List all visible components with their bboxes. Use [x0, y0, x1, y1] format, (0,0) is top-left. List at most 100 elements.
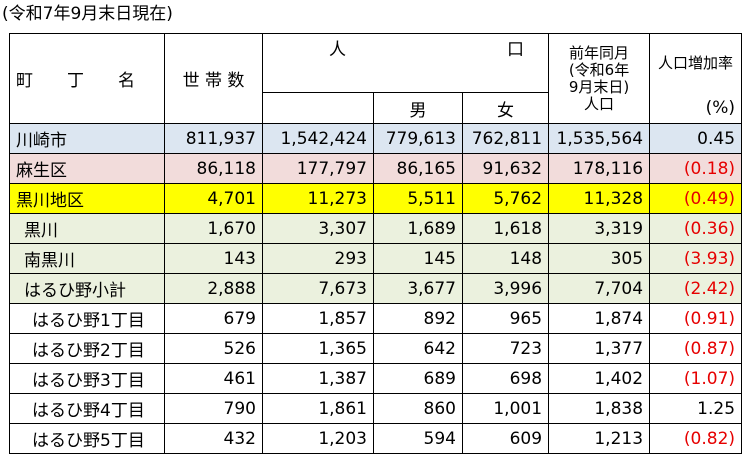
- table-body: 川崎市 811,937 1,542,424 779,613 762,811 1,535,5…: [9, 123, 743, 454]
- total-cell: 1,861: [262, 393, 374, 424]
- total-cell: 7,673: [262, 273, 374, 304]
- table-row: はるひ野1丁目 679 1,857 892 965 1,874 (0.91): [9, 303, 743, 334]
- male-cell: 689: [373, 363, 463, 394]
- prev-cell: 11,328: [548, 183, 651, 214]
- growth-rate-cell: (0.49): [649, 183, 743, 214]
- growth-rate-cell: (0.91): [649, 303, 743, 334]
- male-cell: 1,689: [373, 213, 463, 244]
- male-cell: 642: [373, 333, 463, 364]
- female-cell: 91,632: [461, 153, 550, 184]
- town-name-cell: はるひ野小計: [9, 273, 165, 304]
- town-name-cell: 麻生区: [9, 153, 165, 184]
- header-male: 男: [373, 92, 463, 124]
- female-cell: 723: [461, 333, 550, 364]
- town-name-cell: 黒川地区: [9, 183, 165, 214]
- households-cell: 4,701: [164, 183, 263, 214]
- table-row: 南黒川 143 293 145 148 305 (3.93): [9, 243, 743, 274]
- households-cell: 432: [164, 423, 263, 454]
- male-cell: 3,677: [373, 273, 463, 304]
- town-name-cell: はるひ野5丁目: [9, 423, 165, 454]
- header-town-name: 町 丁 名: [9, 33, 165, 124]
- female-cell: 1,001: [461, 393, 550, 424]
- town-name-cell: はるひ野2丁目: [9, 333, 165, 364]
- total-cell: 11,273: [262, 183, 374, 214]
- male-cell: 594: [373, 423, 463, 454]
- town-name-cell: 黒川: [9, 213, 165, 244]
- prev-cell: 1,402: [548, 363, 651, 394]
- table-row: 麻生区 86,118 177,797 86,165 91,632 178,116 (0.18…: [9, 153, 743, 184]
- table-caption: (令和7年9月末日現在): [2, 4, 173, 24]
- female-cell: 3,996: [461, 273, 550, 304]
- male-cell: 892: [373, 303, 463, 334]
- header-female: 女: [461, 92, 550, 124]
- growth-rate-cell: (0.87): [649, 333, 743, 364]
- growth-rate-cell: (2.42): [649, 273, 743, 304]
- header-population-spacer: [261, 60, 550, 93]
- prev-cell: 1,874: [548, 303, 651, 334]
- households-cell: 526: [164, 333, 263, 364]
- total-cell: 1,542,424: [262, 123, 374, 154]
- female-cell: 1,618: [461, 213, 550, 244]
- households-cell: 143: [164, 243, 263, 274]
- header-growth-rate: 人口増加率: [649, 33, 743, 93]
- growth-rate-cell: (0.82): [649, 423, 743, 454]
- male-cell: 5,511: [373, 183, 463, 214]
- header-prev-line3: 9月末日): [568, 77, 630, 96]
- town-name-cell: はるひ野1丁目: [9, 303, 165, 334]
- total-cell: 3,307: [262, 213, 374, 244]
- prev-cell: 1,213: [548, 423, 651, 454]
- population-table: 町 丁 名 世 帯 数 人 口 前年同月 (令和6年 9月末日) 人口 人口増加…: [9, 33, 743, 454]
- male-cell: 779,613: [373, 123, 463, 154]
- header-population-right: 口: [507, 39, 525, 60]
- households-cell: 679: [164, 303, 263, 334]
- prev-cell: 1,535,564: [548, 123, 651, 154]
- total-cell: 1,387: [262, 363, 374, 394]
- households-cell: 2,888: [164, 273, 263, 304]
- header-population-left: 人: [329, 39, 346, 60]
- header-total: [262, 92, 374, 124]
- male-cell: 86,165: [373, 153, 463, 184]
- table-row: はるひ野小計 2,888 7,673 3,677 3,996 7,704 (2.42): [9, 273, 743, 304]
- growth-rate-cell: (0.36): [649, 213, 743, 244]
- header-households: 世 帯 数: [164, 33, 263, 124]
- growth-rate-cell: (3.93): [649, 243, 743, 274]
- male-cell: 860: [373, 393, 463, 424]
- households-cell: 790: [164, 393, 263, 424]
- total-cell: 1,203: [262, 423, 374, 454]
- female-cell: 148: [461, 243, 550, 274]
- total-cell: 1,365: [262, 333, 374, 364]
- table-row: 黒川地区 4,701 11,273 5,511 5,762 11,328 (0.49): [9, 183, 743, 214]
- prev-cell: 1,838: [548, 393, 651, 424]
- total-cell: 1,857: [262, 303, 374, 334]
- growth-rate-cell: (0.18): [649, 153, 743, 184]
- header-rate-unit: (%): [649, 92, 743, 124]
- households-cell: 811,937: [164, 123, 263, 154]
- header-population: 人 口: [261, 33, 550, 61]
- growth-rate-cell: 0.45: [649, 123, 743, 154]
- table-row: はるひ野3丁目 461 1,387 689 698 1,402 (1.07): [9, 363, 743, 394]
- header-prev-line2: (令和6年: [568, 60, 630, 79]
- households-cell: 461: [164, 363, 263, 394]
- header-prev-line4: 人口: [584, 94, 615, 113]
- female-cell: 965: [461, 303, 550, 334]
- table-row: 川崎市 811,937 1,542,424 779,613 762,811 1,535,5…: [9, 123, 743, 154]
- town-name-cell: はるひ野4丁目: [9, 393, 165, 424]
- prev-cell: 305: [548, 243, 651, 274]
- town-name-cell: 川崎市: [9, 123, 165, 154]
- female-cell: 762,811: [461, 123, 550, 154]
- growth-rate-cell: 1.25: [649, 393, 743, 424]
- town-name-cell: 南黒川: [9, 243, 165, 274]
- header-prev-line1: 前年同月: [569, 43, 630, 62]
- prev-cell: 7,704: [548, 273, 651, 304]
- table-row: はるひ野5丁目 432 1,203 594 609 1,213 (0.82): [9, 423, 743, 454]
- town-name-cell: はるひ野3丁目: [9, 363, 165, 394]
- female-cell: 698: [461, 363, 550, 394]
- male-cell: 145: [373, 243, 463, 274]
- prev-cell: 3,319: [548, 213, 651, 244]
- total-cell: 293: [262, 243, 374, 274]
- growth-rate-cell: (1.07): [649, 363, 743, 394]
- households-cell: 86,118: [164, 153, 263, 184]
- header-previous-year: 前年同月 (令和6年 9月末日) 人口: [548, 33, 651, 124]
- table-row: はるひ野2丁目 526 1,365 642 723 1,377 (0.87): [9, 333, 743, 364]
- households-cell: 1,670: [164, 213, 263, 244]
